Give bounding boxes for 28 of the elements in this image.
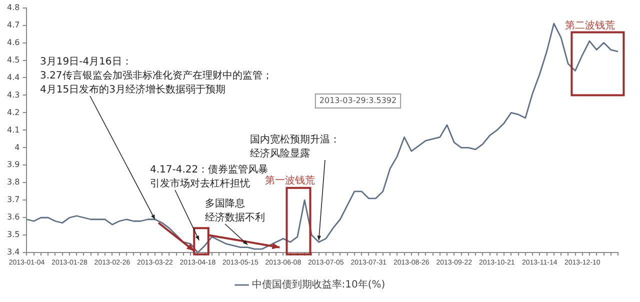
annotation: 3月19日-4月16日：: [40, 56, 132, 68]
y-tick-label: 4.5: [6, 55, 20, 64]
annotation: 经济风险显露: [250, 148, 310, 160]
annotation: 第一波钱荒: [265, 174, 315, 187]
annotation: 经济数据不利: [205, 212, 265, 224]
y-tick-label: 4.2: [6, 108, 20, 117]
y-tick-label: 3.8: [6, 178, 20, 187]
annotation: 3.27传言银监会加强非标准化资产在理财中的监管；: [40, 70, 272, 82]
legend-label: 中债国债到期收益率:10年(%): [252, 278, 386, 291]
y-tick-label: 4.3: [6, 90, 20, 100]
annotation: 4月15日发布的3月经济增长数据弱于预期: [40, 84, 226, 96]
annotation: 2013-03-29:3.5392: [319, 96, 397, 106]
y-tick-label: 3.4: [6, 248, 20, 257]
y-tick-label: 4.7: [6, 20, 20, 30]
y-tick-label: 3.7: [6, 195, 20, 204]
annotation: 引发市场对去杠杆担忧: [150, 178, 250, 190]
annotation: 国内宽松预期升温：: [250, 134, 340, 146]
annotation: 第二波钱荒: [565, 20, 615, 32]
y-tick-label: 4.6: [6, 38, 20, 47]
y-tick-label: 3.5: [6, 230, 20, 240]
annotation: 多国降息: [205, 198, 245, 210]
annotation: 4.17-4.22：债券监管风暴: [150, 164, 268, 176]
y-tick-label: 3.9: [6, 160, 20, 170]
y-tick-label: 4.1: [6, 125, 20, 134]
y-tick-label: 4: [14, 142, 20, 152]
y-tick-label: 4.4: [6, 72, 20, 82]
y-tick-label: 3.6: [6, 212, 20, 222]
y-tick-label: 4.8: [6, 2, 20, 12]
